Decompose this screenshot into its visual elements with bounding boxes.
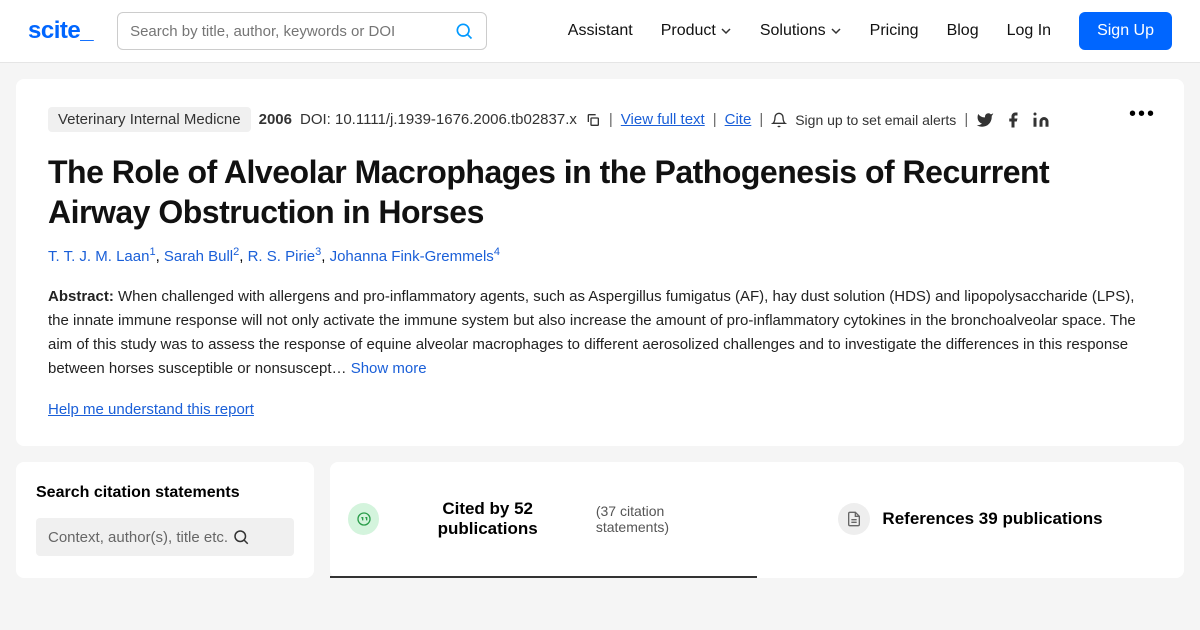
alert-text[interactable]: Sign up to set email alerts (795, 112, 956, 128)
tab-cited-sub: (37 citation statements) (596, 503, 739, 535)
quote-icon (348, 503, 379, 535)
bell-icon[interactable] (771, 112, 787, 128)
tab-cited-by[interactable]: Cited by 52 publications (37 citation st… (330, 462, 757, 578)
facebook-icon[interactable] (1004, 111, 1022, 129)
nav-pricing[interactable]: Pricing (870, 22, 919, 40)
view-full-text-link[interactable]: View full text (621, 111, 705, 128)
more-menu-icon[interactable]: ••• (1129, 103, 1156, 126)
paper-title: The Role of Alveolar Macrophages in the … (48, 152, 1152, 232)
chevron-down-icon (830, 25, 842, 37)
abstract-text: When challenged with allergens and pro-i… (48, 288, 1136, 377)
social-icons (976, 111, 1050, 129)
logo[interactable]: scite_ (28, 17, 93, 45)
filter-input[interactable]: Context, author(s), title etc. (36, 518, 294, 556)
author-link[interactable]: Sarah Bull (164, 248, 233, 265)
nav-assistant[interactable]: Assistant (568, 22, 633, 40)
nav-blog[interactable]: Blog (947, 22, 979, 40)
search-icon[interactable] (454, 21, 474, 41)
doi: DOI: 10.1111/j.1939-1676.2006.tb02837.x (300, 111, 577, 128)
twitter-icon[interactable] (976, 111, 994, 129)
tab-references[interactable]: References 39 publications (757, 462, 1184, 578)
abstract: Abstract: When challenged with allergens… (48, 285, 1152, 381)
tabs: Cited by 52 publications (37 citation st… (330, 462, 1184, 578)
author-link[interactable]: T. T. J. M. Laan (48, 248, 149, 265)
help-link[interactable]: Help me understand this report (48, 401, 1152, 418)
document-icon (838, 503, 870, 535)
copy-icon[interactable] (585, 112, 601, 128)
header: scite_ Assistant Product Solutions Prici… (0, 0, 1200, 63)
cite-link[interactable]: Cite (725, 111, 752, 128)
bottom-row: Search citation statements Context, auth… (16, 462, 1184, 578)
journal-badge[interactable]: Veterinary Internal Medicne (48, 107, 251, 132)
abstract-label: Abstract: (48, 288, 114, 305)
linkedin-icon[interactable] (1032, 111, 1050, 129)
year: 2006 (259, 111, 292, 128)
search-icon (232, 528, 250, 546)
nav-product[interactable]: Product (661, 22, 732, 40)
sidebar-card: Search citation statements Context, auth… (16, 462, 314, 578)
meta-row: Veterinary Internal Medicne 2006 DOI: 10… (48, 107, 1152, 132)
signup-button[interactable]: Sign Up (1079, 12, 1172, 50)
search-box[interactable] (117, 12, 487, 50)
tab-refs-label: References 39 publications (882, 509, 1102, 529)
nav-login[interactable]: Log In (1007, 22, 1051, 40)
tab-cited-label: Cited by 52 publications (391, 499, 583, 539)
author-link[interactable]: R. S. Pirie (248, 248, 316, 265)
authors: T. T. J. M. Laan1, Sarah Bull2, R. S. Pi… (48, 246, 1152, 265)
chevron-down-icon (720, 25, 732, 37)
paper-card: ••• Veterinary Internal Medicne 2006 DOI… (16, 79, 1184, 446)
nav-solutions[interactable]: Solutions (760, 22, 842, 40)
search-input[interactable] (130, 23, 454, 40)
nav: Assistant Product Solutions Pricing Blog… (568, 12, 1172, 50)
sidebar-title: Search citation statements (36, 484, 294, 502)
show-more-link[interactable]: Show more (351, 360, 427, 377)
author-link[interactable]: Johanna Fink-Gremmels (330, 248, 494, 265)
